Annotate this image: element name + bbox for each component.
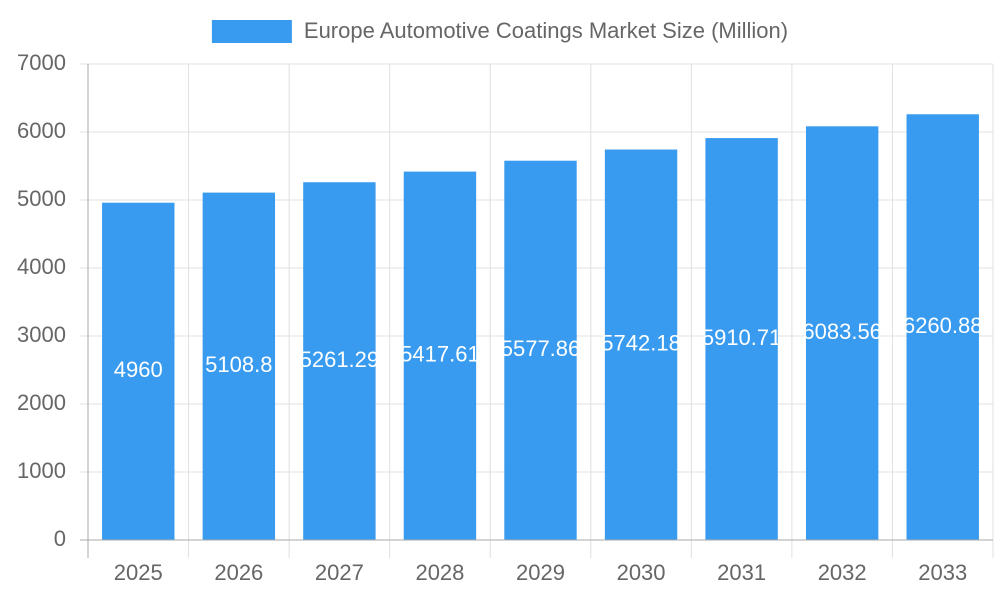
value-label: 6260.88 [903, 313, 983, 338]
bar [604, 149, 678, 541]
y-tick-label: 0 [54, 526, 66, 551]
value-label: 5108.8 [205, 352, 272, 377]
x-tick-label: 2026 [214, 560, 263, 585]
bar [202, 192, 276, 540]
bar [906, 114, 979, 540]
y-tick-label: 2000 [17, 390, 66, 415]
bar [303, 182, 376, 540]
legend-label: Europe Automotive Coatings Market Size (… [304, 18, 788, 43]
value-label: 4960 [114, 357, 163, 382]
value-label: 5910.71 [702, 325, 782, 350]
bar [705, 138, 778, 540]
x-tick-label: 2029 [516, 560, 565, 585]
x-tick-label: 2030 [617, 560, 666, 585]
x-tick-label: 2031 [717, 560, 766, 585]
value-label: 5742.18 [601, 331, 681, 356]
value-label: 5261.29 [300, 347, 380, 372]
bar [504, 160, 577, 541]
y-tick-label: 4000 [17, 254, 66, 279]
y-tick-label: 6000 [17, 118, 66, 143]
axes: 0 1000 2000 3000 4000 5000 6000 7000 2025 2026 202… [17, 50, 993, 585]
y-tick-label: 1000 [17, 458, 66, 483]
y-tick-label: 5000 [17, 186, 66, 211]
legend-swatch [211, 20, 292, 43]
value-label: 6083.56 [802, 319, 882, 344]
value-labels: 4960 5108.8 5261.29 5417.61 5577.86 5742.18 59… [114, 313, 983, 382]
x-tick-label: 2028 [415, 560, 464, 585]
value-label: 5577.86 [501, 336, 581, 361]
x-tick-label: 2033 [918, 560, 967, 585]
bar [805, 126, 879, 540]
legend: Europe Automotive Coatings Market Size (… [211, 18, 788, 43]
y-tick-label: 3000 [17, 322, 66, 347]
value-label: 5417.61 [400, 342, 480, 367]
bar [403, 171, 477, 540]
x-tick-label: 2032 [818, 560, 867, 585]
y-tick-label: 7000 [17, 50, 66, 75]
bars [102, 114, 979, 541]
x-tick-label: 2027 [315, 560, 364, 585]
x-tick-label: 2025 [114, 560, 163, 585]
bar [102, 202, 175, 540]
